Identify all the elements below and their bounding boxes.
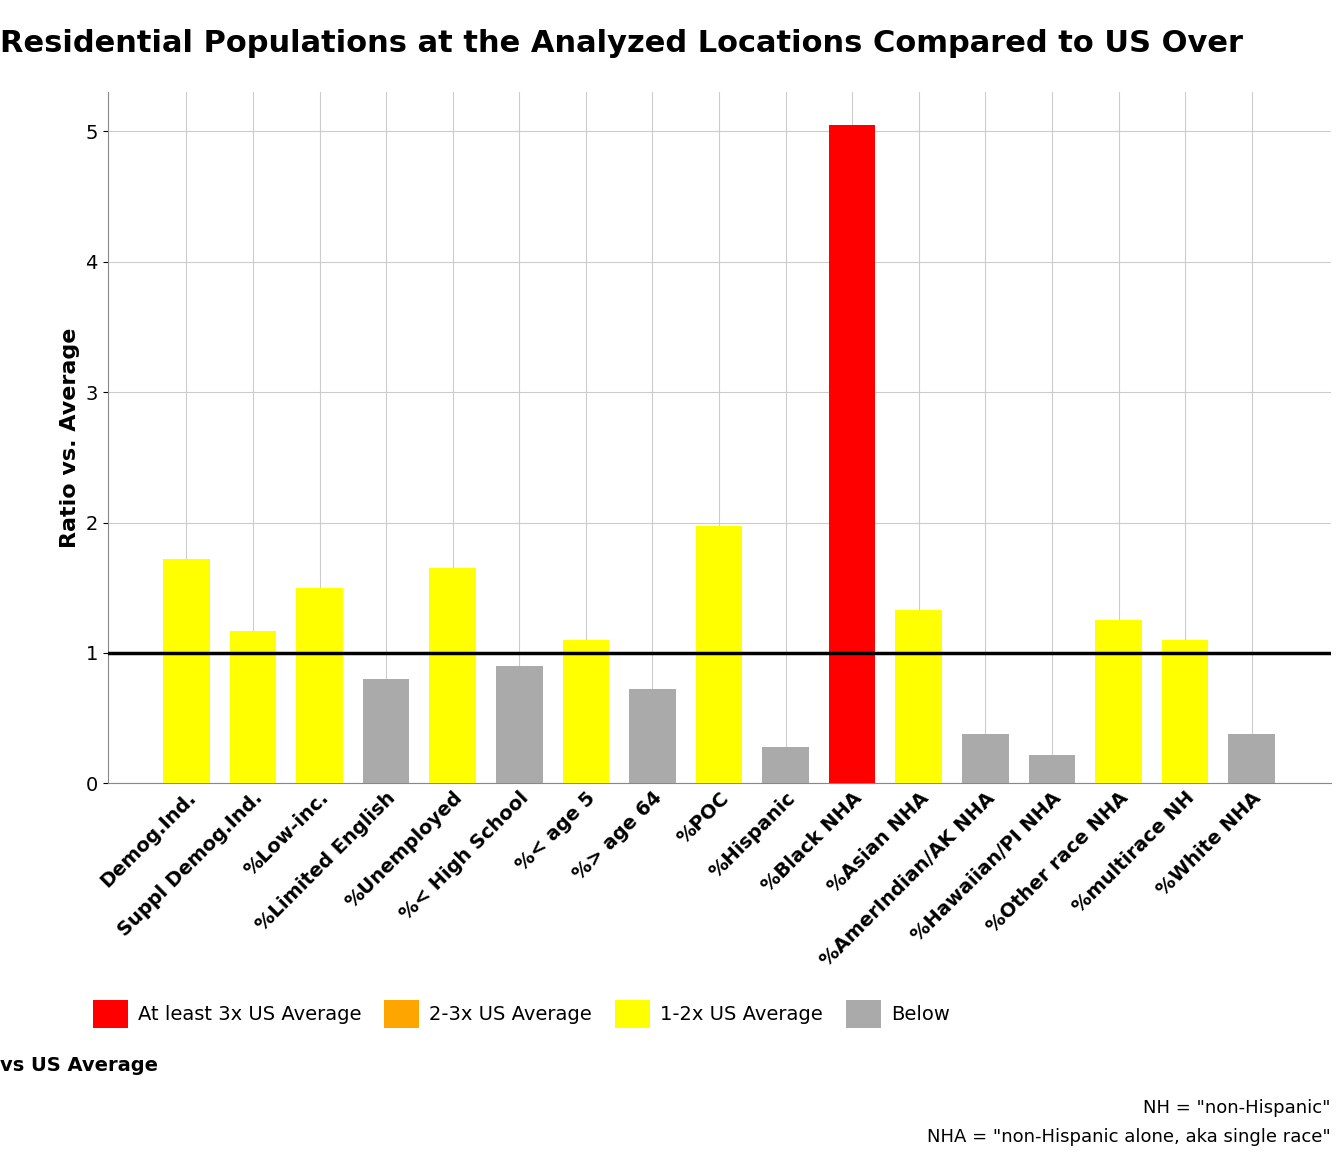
Bar	[629, 689, 676, 783]
Bar	[829, 124, 875, 783]
Bar	[1161, 639, 1208, 783]
Bar	[230, 631, 277, 783]
Bar	[762, 746, 809, 783]
Bar	[496, 666, 543, 783]
Bar	[163, 559, 210, 783]
Bar	[296, 588, 343, 783]
Y-axis label: Ratio vs. Average: Ratio vs. Average	[59, 327, 79, 548]
Bar	[696, 526, 742, 783]
Bar	[563, 639, 609, 783]
Text: Residential Populations at the Analyzed Locations Compared to US Over: Residential Populations at the Analyzed …	[0, 29, 1243, 58]
Legend: At least 3x US Average, 2-3x US Average, 1-2x US Average, Below: At least 3x US Average, 2-3x US Average,…	[93, 1000, 950, 1028]
Text: vs US Average: vs US Average	[0, 1056, 159, 1075]
Bar	[1228, 734, 1275, 783]
Text: NH = "non-Hispanic": NH = "non-Hispanic"	[1142, 1099, 1331, 1117]
Bar	[1028, 755, 1075, 783]
Bar	[363, 679, 410, 783]
Text: NHA = "non-Hispanic alone, aka single race": NHA = "non-Hispanic alone, aka single ra…	[927, 1128, 1331, 1146]
Bar	[1095, 620, 1142, 783]
Bar	[962, 734, 1008, 783]
Bar	[430, 568, 476, 783]
Bar	[895, 609, 942, 783]
